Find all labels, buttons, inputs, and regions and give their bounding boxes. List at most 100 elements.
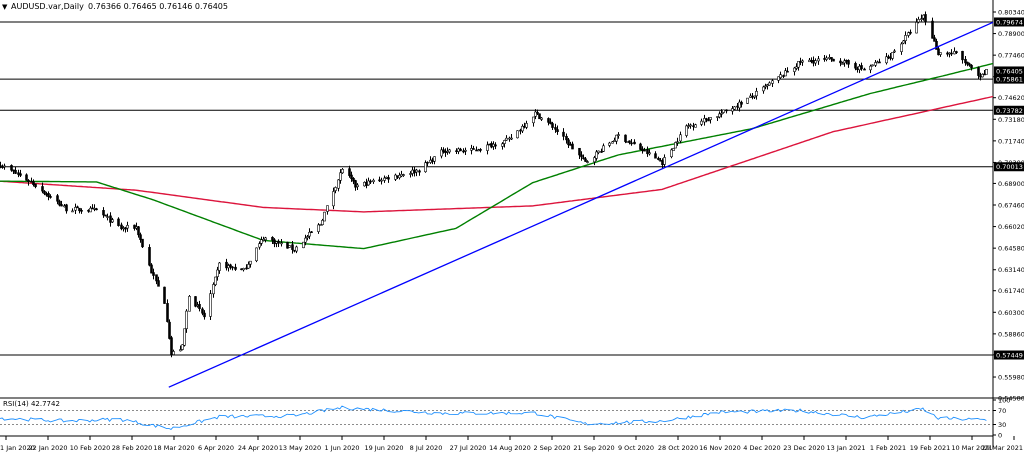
price-tick-label: 0.67460 xyxy=(998,202,1024,210)
candle-body xyxy=(317,224,320,232)
candle-body xyxy=(554,127,557,130)
time-tick-label: 22 Jan 2020 xyxy=(29,444,68,452)
candle-body xyxy=(586,161,589,163)
candle-body xyxy=(510,137,513,140)
candle-body xyxy=(43,190,46,194)
horizontal-levels[interactable] xyxy=(0,21,993,356)
candle-body xyxy=(970,64,973,69)
rsi-tick-label: 100 xyxy=(998,397,1010,405)
candle-body xyxy=(793,67,796,72)
header-arrow-icon[interactable]: ▼ xyxy=(2,3,8,11)
price-tick-label: 0.71740 xyxy=(998,137,1024,145)
candle-body xyxy=(615,134,618,142)
candle-body xyxy=(308,231,311,237)
candle-body xyxy=(183,328,186,346)
candle-body xyxy=(582,157,585,159)
candle-body xyxy=(578,147,581,156)
candle-body xyxy=(624,134,627,142)
level-price-tag-bg xyxy=(994,105,1024,115)
candle-body xyxy=(955,51,958,53)
candle-body xyxy=(657,157,660,160)
time-tick-label: 13 Jan 2021 xyxy=(827,444,866,452)
price-tick-label: 0.54580 xyxy=(998,395,1024,403)
rsi-tick-label: 70 xyxy=(998,407,1006,415)
candle-body xyxy=(534,111,537,117)
candle-body xyxy=(334,187,337,191)
candle-body xyxy=(339,172,342,181)
candle-body xyxy=(593,157,596,163)
rsi-line xyxy=(0,405,987,430)
candle-body xyxy=(78,207,81,212)
candle-body xyxy=(722,109,725,113)
candle-body xyxy=(939,52,942,55)
candle-body xyxy=(49,196,52,198)
price-tick-label: 0.55980 xyxy=(998,374,1024,382)
candle-body xyxy=(472,148,475,150)
candle-body xyxy=(633,141,636,145)
candle-body xyxy=(795,66,798,69)
candle-body xyxy=(935,41,938,50)
trendline-group[interactable] xyxy=(168,21,994,388)
price-tick-label: 0.80340 xyxy=(998,9,1024,17)
level-price-tag: 0.73782 xyxy=(996,107,1023,115)
time-tick-label: 28 Oct 2020 xyxy=(658,444,698,452)
time-tick-label: 1 Feb 2021 xyxy=(870,444,906,452)
candle-body xyxy=(909,31,912,34)
time-tick-label: 23 Dec 2020 xyxy=(783,444,825,452)
candle-body xyxy=(915,22,918,34)
candle-body xyxy=(549,121,552,124)
candle-body xyxy=(124,227,127,230)
candle-body xyxy=(47,193,50,197)
candle-body xyxy=(234,266,237,270)
candle-body xyxy=(106,216,109,218)
price-tick-label: 0.58860 xyxy=(998,330,1024,338)
candle-body xyxy=(188,296,191,312)
time-tick-label: 19 Jun 2020 xyxy=(364,444,403,452)
candle-body xyxy=(762,86,765,92)
candle-body xyxy=(503,140,506,144)
candle-body xyxy=(685,125,688,136)
candle-body xyxy=(354,180,357,188)
candle-body xyxy=(611,141,614,144)
candle-body xyxy=(459,148,462,152)
candle-body xyxy=(966,61,969,65)
candle-body xyxy=(672,148,675,151)
candle-body xyxy=(551,123,554,128)
current-price-tag: 0.76405 xyxy=(996,67,1023,75)
candle-body xyxy=(271,236,274,241)
candle-body xyxy=(304,237,307,243)
price-tick-label: 0.74620 xyxy=(998,94,1024,102)
candle-body xyxy=(801,60,804,63)
candle-body xyxy=(133,224,136,229)
price-tick-label: 0.73180 xyxy=(998,116,1024,124)
time-tick-label: 1 Jun 2020 xyxy=(325,444,360,452)
candle-body xyxy=(985,69,988,75)
level-price-tag: 0.57449 xyxy=(996,352,1023,360)
candle-body xyxy=(166,303,169,322)
candle-body xyxy=(306,236,309,239)
time-tick-label: 19 Feb 2021 xyxy=(910,444,950,452)
candle-body xyxy=(907,32,910,36)
candle-body xyxy=(924,14,927,22)
candle-body xyxy=(654,153,657,159)
time-tick-label: 29 Mar 2021 xyxy=(982,444,1023,452)
trendline[interactable] xyxy=(168,21,994,388)
time-tick-label: 4 Dec 2020 xyxy=(743,444,780,452)
moving-average-green-line xyxy=(0,62,994,250)
candle-body xyxy=(424,162,427,173)
candle-body xyxy=(260,239,263,244)
candle-body xyxy=(201,308,204,314)
candle-body xyxy=(71,210,74,213)
candle-body xyxy=(74,207,77,211)
candle-body xyxy=(860,65,863,70)
candle-body xyxy=(771,80,774,84)
candle-body xyxy=(93,208,96,210)
time-tick-label: 9 Oct 2020 xyxy=(618,444,654,452)
candle-body xyxy=(341,169,344,174)
candle-body xyxy=(648,152,651,155)
candle-body xyxy=(464,149,467,152)
candle-body xyxy=(367,180,370,186)
candle-body xyxy=(198,303,201,309)
candle-body xyxy=(323,211,326,222)
